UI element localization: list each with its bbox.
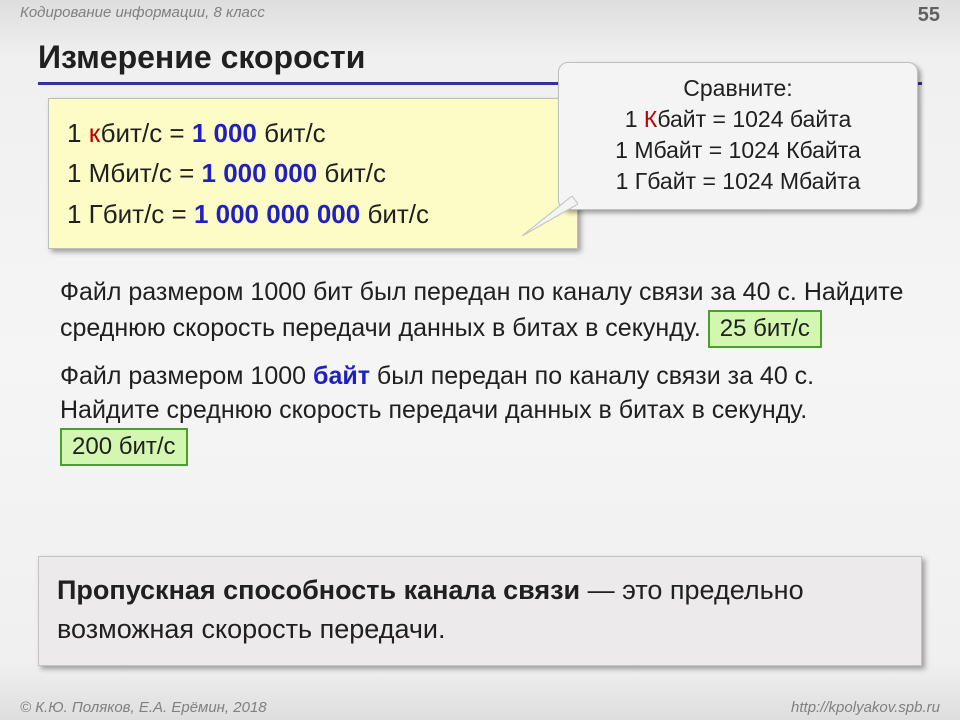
prefix-k-capital: К (644, 106, 657, 132)
breadcrumb: Кодирование информации, 8 класс (20, 4, 265, 27)
top-bar: Кодирование информации, 8 класс 55 (0, 0, 960, 27)
compare-title: Сравните: (573, 73, 903, 104)
unit-row-mbit: 1 Мбит/с = 1 000 000 бит/с (67, 153, 559, 193)
compare-line-1: 1 Кбайт = 1024 байта (573, 104, 903, 135)
footer: © К.Ю. Поляков, Е.А. Ерёмин, 2018 http:/… (0, 699, 960, 716)
footer-url: http://kpolyakov.spb.ru (791, 699, 940, 716)
definition-term: Пропускная способность канала связи (57, 575, 580, 605)
answer-1: 25 бит/с (708, 310, 822, 348)
definition-box: Пропускная способность канала связи — эт… (38, 556, 922, 666)
page-number: 55 (918, 4, 940, 27)
highlight-byte: байт (313, 362, 370, 390)
unit-row-kbit: 1 кбит/с = 1 000 бит/с (67, 113, 559, 153)
problems-block: Файл размером 1000 бит был передан по ка… (60, 276, 912, 478)
compare-line-3: 1 Гбайт = 1024 Мбайта (573, 166, 903, 197)
prefix-k: к (89, 118, 101, 148)
compare-box: Сравните: 1 Кбайт = 1024 байта 1 Мбайт =… (558, 62, 918, 210)
problem-2: Файл размером 1000 байт был передан по к… (60, 360, 912, 466)
compare-line-2: 1 Мбайт = 1024 Кбайта (573, 135, 903, 166)
answer-2: 200 бит/с (60, 428, 188, 466)
speed-units-box: 1 кбит/с = 1 000 бит/с 1 Мбит/с = 1 000 … (48, 98, 578, 249)
callout-tail-icon (522, 196, 578, 236)
problem-1: Файл размером 1000 бит был передан по ка… (60, 276, 912, 348)
unit-row-gbit: 1 Гбит/с = 1 000 000 000 бит/с (67, 194, 559, 234)
copyright: © К.Ю. Поляков, Е.А. Ерёмин, 2018 (20, 699, 267, 716)
